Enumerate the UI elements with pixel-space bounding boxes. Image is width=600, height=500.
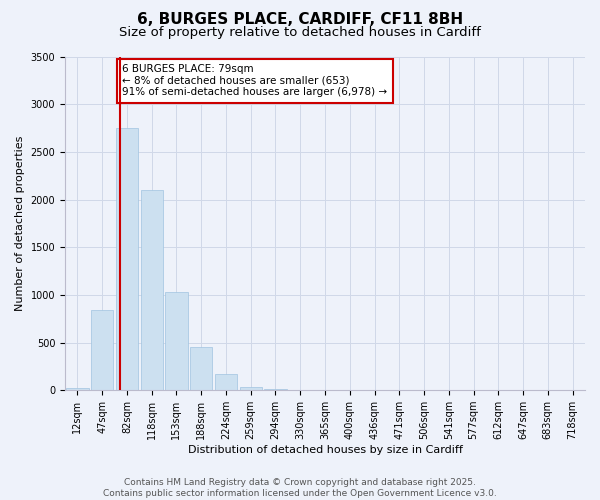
Bar xyxy=(190,348,212,390)
Bar xyxy=(166,292,188,390)
Text: 6, BURGES PLACE, CARDIFF, CF11 8BH: 6, BURGES PLACE, CARDIFF, CF11 8BH xyxy=(137,12,463,28)
X-axis label: Distribution of detached houses by size in Cardiff: Distribution of detached houses by size … xyxy=(188,445,463,455)
Bar xyxy=(215,374,237,390)
Y-axis label: Number of detached properties: Number of detached properties xyxy=(15,136,25,311)
Bar xyxy=(140,190,163,390)
Text: Size of property relative to detached houses in Cardiff: Size of property relative to detached ho… xyxy=(119,26,481,39)
Bar xyxy=(91,310,113,390)
Text: 6 BURGES PLACE: 79sqm
← 8% of detached houses are smaller (653)
91% of semi-deta: 6 BURGES PLACE: 79sqm ← 8% of detached h… xyxy=(122,64,388,98)
Bar xyxy=(239,388,262,390)
Bar xyxy=(66,388,89,390)
Text: Contains HM Land Registry data © Crown copyright and database right 2025.
Contai: Contains HM Land Registry data © Crown c… xyxy=(103,478,497,498)
Bar xyxy=(116,128,138,390)
